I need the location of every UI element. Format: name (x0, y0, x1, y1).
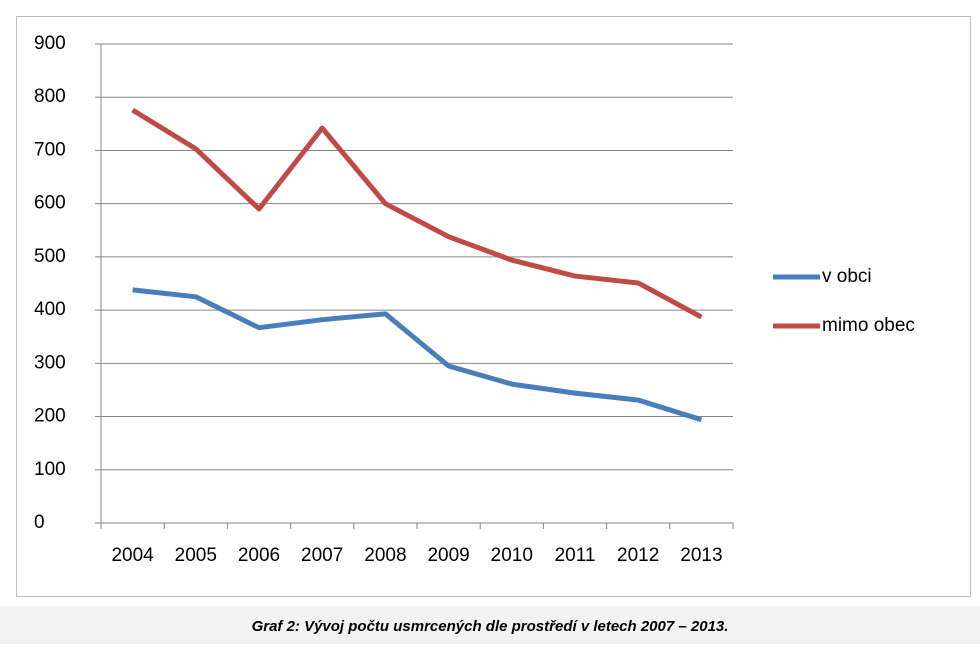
x-tick-label: 2011 (555, 545, 596, 566)
y-tick-label: 900 (34, 33, 66, 54)
y-tick-label: 500 (34, 246, 66, 267)
caption-band (0, 606, 980, 644)
y-tick-label: 800 (34, 86, 66, 107)
legend-label: v obci (822, 266, 872, 287)
x-tick-label: 2006 (238, 545, 280, 566)
y-tick-label: 700 (34, 139, 66, 160)
y-tick-label: 400 (34, 299, 66, 320)
y-tick-label: 100 (34, 459, 66, 480)
caption: Graf 2: Vývoj počtu usmrcených dle prost… (252, 618, 729, 635)
x-tick-label: 2004 (111, 545, 154, 566)
chart-frame (16, 16, 971, 597)
y-tick-label: 600 (34, 193, 66, 214)
x-tick-label: 2013 (680, 545, 722, 566)
y-tick-label: 300 (34, 352, 66, 373)
x-tick-label: 2007 (301, 545, 343, 566)
series-line (131, 107, 703, 320)
x-tick-label: 2008 (364, 545, 406, 566)
legend-label: mimo obec (822, 315, 915, 336)
y-tick-label: 200 (34, 406, 66, 427)
x-tick-label: 2012 (617, 545, 659, 566)
y-tick-label: 0 (34, 512, 45, 533)
x-tick-label: 2009 (427, 545, 469, 566)
series-line (132, 287, 703, 423)
x-tick-label: 2005 (175, 545, 217, 566)
x-tick-label: 2010 (491, 545, 533, 566)
